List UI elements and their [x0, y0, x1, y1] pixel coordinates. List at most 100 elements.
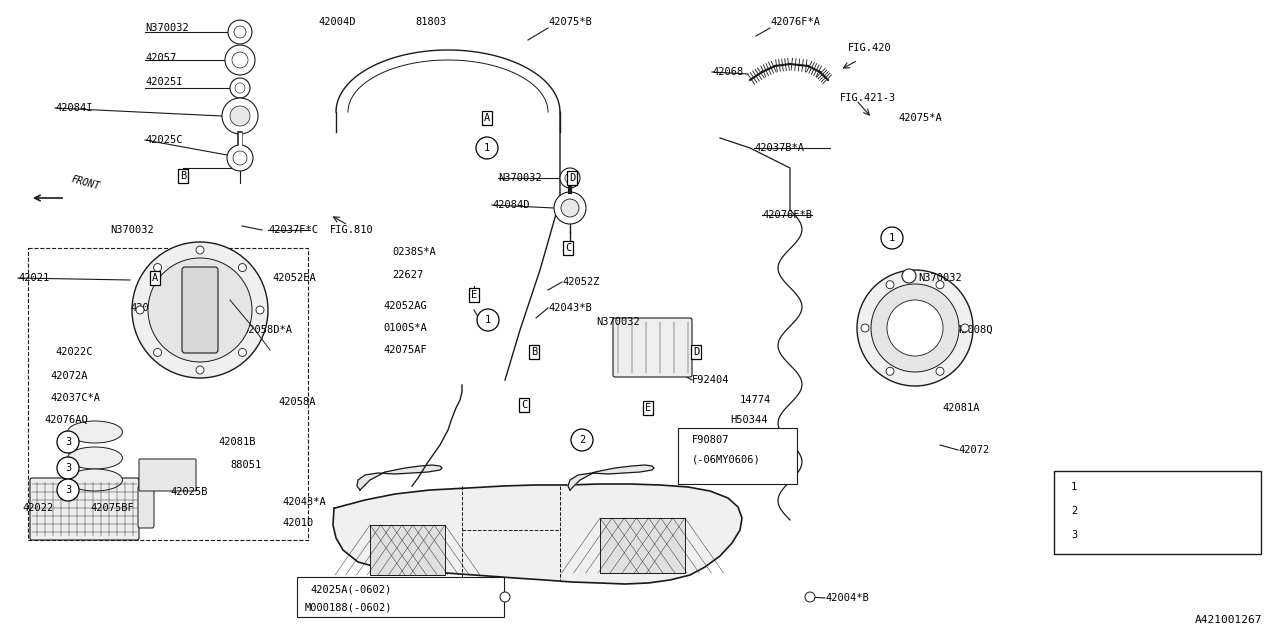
Ellipse shape	[68, 469, 123, 491]
Circle shape	[132, 242, 268, 378]
Text: 42058A: 42058A	[278, 397, 315, 407]
Circle shape	[58, 457, 79, 479]
Text: 42075*A: 42075*A	[899, 113, 942, 123]
Text: C: C	[521, 400, 527, 410]
Text: (-06MY0606): (-06MY0606)	[692, 455, 760, 465]
Circle shape	[564, 173, 575, 183]
Text: D: D	[568, 173, 575, 183]
Circle shape	[227, 145, 253, 171]
FancyBboxPatch shape	[182, 267, 218, 353]
FancyBboxPatch shape	[140, 459, 196, 491]
Text: 42084D: 42084D	[492, 200, 530, 210]
Circle shape	[561, 199, 579, 217]
Circle shape	[238, 348, 247, 356]
Circle shape	[196, 366, 204, 374]
Ellipse shape	[68, 421, 123, 443]
Circle shape	[154, 264, 161, 271]
Text: E: E	[645, 403, 652, 413]
Text: 1: 1	[485, 315, 492, 325]
Text: N370032: N370032	[110, 225, 154, 235]
Text: 42008Q: 42008Q	[955, 325, 992, 335]
Text: N370032: N370032	[145, 23, 188, 33]
Text: 42057: 42057	[145, 53, 177, 63]
Polygon shape	[333, 484, 742, 584]
Circle shape	[561, 168, 580, 188]
Circle shape	[861, 324, 869, 332]
Polygon shape	[568, 465, 654, 490]
Text: A: A	[152, 273, 159, 283]
Text: 42076F*A: 42076F*A	[771, 17, 820, 27]
Circle shape	[936, 367, 945, 375]
Text: 42052Z: 42052Z	[562, 277, 599, 287]
Text: 0923S*A: 0923S*A	[1100, 482, 1143, 492]
Circle shape	[881, 227, 902, 249]
Text: FIG.420: FIG.420	[849, 43, 892, 53]
Text: 42004D: 42004D	[317, 17, 356, 27]
Text: FRONT: FRONT	[70, 175, 101, 192]
Text: M000188(-0602): M000188(-0602)	[305, 603, 393, 613]
Text: 42072: 42072	[957, 445, 989, 455]
Text: 42043*B: 42043*B	[548, 303, 591, 313]
FancyBboxPatch shape	[297, 577, 504, 617]
Circle shape	[571, 429, 593, 451]
Circle shape	[228, 20, 252, 44]
Text: 22627: 22627	[392, 270, 424, 280]
Text: FIG.810: FIG.810	[330, 225, 374, 235]
Text: 42037B*A: 42037B*A	[754, 143, 804, 153]
Text: 42075BF: 42075BF	[90, 503, 133, 513]
Circle shape	[225, 45, 255, 75]
Text: 42025C: 42025C	[145, 135, 183, 145]
Text: 42043*A: 42043*A	[282, 497, 325, 507]
Circle shape	[886, 281, 893, 289]
Text: 42037B*F: 42037B*F	[1100, 530, 1149, 540]
Text: 42010: 42010	[282, 518, 314, 528]
Text: 0238S*A: 0238S*A	[392, 247, 435, 257]
Text: 42075*B: 42075*B	[548, 17, 591, 27]
Circle shape	[58, 431, 79, 453]
Circle shape	[886, 367, 893, 375]
Circle shape	[58, 479, 79, 501]
Text: 42022C: 42022C	[55, 347, 92, 357]
Text: 42076F*B: 42076F*B	[762, 210, 812, 220]
Text: 1: 1	[888, 233, 895, 243]
Text: 42081A: 42081A	[942, 403, 979, 413]
Text: 42058D*A: 42058D*A	[242, 325, 292, 335]
Circle shape	[236, 83, 244, 93]
Text: D: D	[692, 347, 699, 357]
FancyBboxPatch shape	[600, 518, 685, 573]
Text: N370032: N370032	[596, 317, 640, 327]
Ellipse shape	[68, 447, 123, 469]
Circle shape	[233, 151, 247, 165]
Text: 42025B: 42025B	[170, 487, 207, 497]
Text: 88051: 88051	[230, 460, 261, 470]
Text: 42037F*C: 42037F*C	[268, 225, 317, 235]
Text: 0100S*A: 0100S*A	[383, 323, 426, 333]
Text: 3: 3	[65, 463, 72, 473]
Circle shape	[887, 300, 943, 356]
Text: 1: 1	[484, 143, 490, 153]
Text: 1: 1	[1071, 482, 1078, 492]
Circle shape	[961, 324, 969, 332]
Circle shape	[230, 106, 250, 126]
Text: B: B	[180, 171, 186, 181]
FancyBboxPatch shape	[138, 486, 154, 528]
Circle shape	[154, 348, 161, 356]
Text: 42052AG: 42052AG	[383, 301, 426, 311]
Text: 42025I: 42025I	[145, 77, 183, 87]
Circle shape	[554, 192, 586, 224]
Text: 3: 3	[65, 437, 72, 447]
Text: 42025G: 42025G	[131, 303, 168, 313]
Circle shape	[1064, 477, 1084, 497]
Circle shape	[1064, 525, 1084, 545]
Text: 42076AQ: 42076AQ	[44, 415, 88, 425]
Text: 3: 3	[1071, 530, 1078, 540]
Text: 42043J: 42043J	[1100, 506, 1137, 516]
Text: E: E	[471, 290, 477, 300]
Circle shape	[234, 26, 246, 38]
Circle shape	[477, 309, 499, 331]
Circle shape	[858, 270, 973, 386]
Text: 42052EA: 42052EA	[273, 273, 316, 283]
Circle shape	[476, 137, 498, 159]
Circle shape	[936, 281, 945, 289]
Text: 42072A: 42072A	[50, 371, 87, 381]
